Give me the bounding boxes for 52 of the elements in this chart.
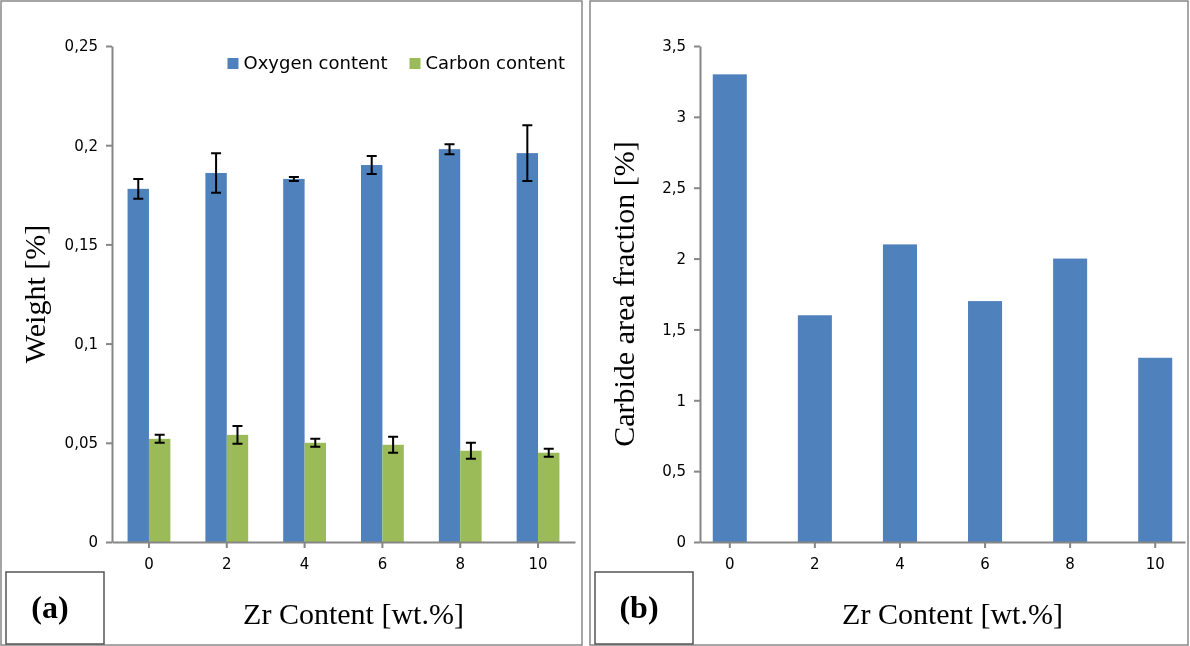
y-axis-title: Carbide area fraction [%]: [607, 141, 640, 447]
x-axis-title: Zr Content [wt.%]: [243, 597, 464, 630]
y-tick-label: 1,5: [662, 320, 686, 339]
bar: [361, 165, 383, 542]
legend-label: Oxygen content: [243, 52, 388, 73]
y-tick-label: 3,5: [662, 37, 686, 56]
x-tick-label: 6: [377, 554, 388, 573]
y-tick-label: 0,15: [64, 235, 98, 254]
x-tick-label: 4: [299, 554, 310, 573]
bar: [226, 434, 249, 542]
x-tick-label: 6: [980, 554, 990, 573]
bar: [797, 315, 832, 542]
y-tick-label: 0,2: [74, 136, 98, 155]
text: (b): [619, 589, 659, 625]
x-axis-title: Zr Content [wt.%]: [842, 597, 1063, 630]
bar: [538, 452, 560, 542]
bar: [882, 244, 917, 542]
x-tick-label: 10: [1145, 554, 1165, 573]
x-tick-label: 2: [222, 554, 232, 573]
y-tick-label: 1: [676, 391, 686, 410]
text: (a): [31, 589, 69, 625]
y-tick-label: 2,5: [662, 179, 686, 198]
bar: [127, 188, 149, 542]
bar: [283, 178, 305, 542]
bar: [460, 450, 482, 542]
y-tick-label: 0,05: [64, 434, 98, 453]
legend-label: Carbon content: [425, 52, 565, 73]
bar: [438, 149, 461, 542]
y-tick-label: 0: [676, 533, 686, 552]
bar: [148, 438, 171, 542]
x-tick-label: 2: [810, 554, 820, 573]
y-tick-label: 0,5: [662, 462, 686, 481]
bar: [205, 172, 227, 542]
bar: [304, 442, 326, 542]
x-tick-label: 10: [528, 554, 548, 573]
x-tick-label: 0: [144, 554, 154, 573]
y-tick-label: 0,1: [74, 334, 98, 353]
y-tick-label: 2: [676, 249, 686, 268]
bar: [968, 301, 1003, 542]
y-axis-title: Weight [%]: [18, 224, 51, 364]
x-tick-label: 8: [455, 554, 465, 573]
y-tick-label: 0,25: [64, 37, 98, 56]
bar: [1138, 357, 1173, 542]
x-tick-label: 4: [895, 554, 905, 573]
bar: [382, 444, 404, 542]
x-tick-label: 0: [725, 554, 735, 573]
x-tick-label: 8: [1065, 554, 1075, 573]
bar: [712, 74, 747, 542]
bar: [1053, 258, 1088, 542]
y-tick-label: 0: [88, 533, 98, 552]
y-tick-label: 3: [676, 108, 686, 127]
bar: [516, 153, 539, 542]
